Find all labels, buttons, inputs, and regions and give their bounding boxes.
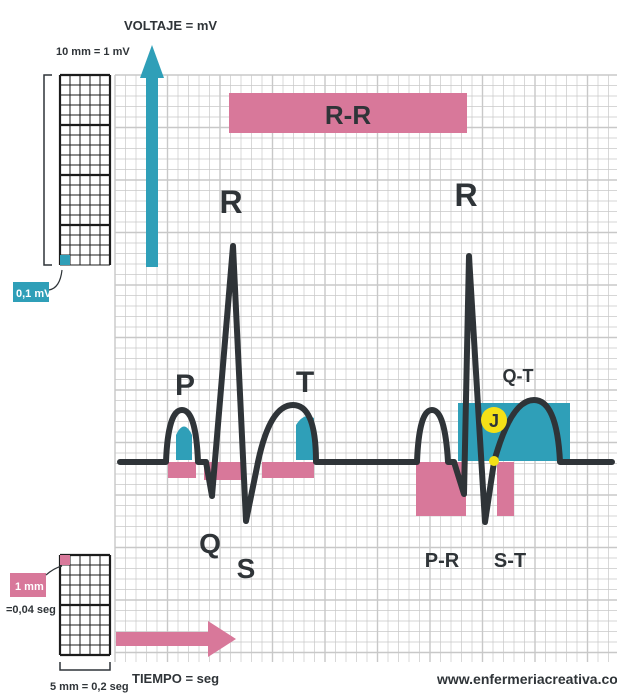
st-segment-1 [262,462,314,478]
q-wave-label: Q [199,528,221,559]
small-voltage-label-bg [13,282,49,302]
rr-interval-bar [229,93,467,133]
small-time-label-seg: =0,04 seg [6,604,56,616]
st-interval-label: S-T [494,550,526,572]
calibration-box-time [58,553,112,657]
highlight-cell-voltage [60,255,70,265]
st-interval-block [497,462,514,516]
r-wave-label-2: R [454,177,477,213]
j-point-dot [489,456,499,466]
t-wave-label: T [296,366,314,399]
website-credit: www.enfermeriacreativa.com [436,671,617,687]
small-voltage-label: 0,1 mV [16,288,52,300]
p-wave-label: P [175,369,195,402]
small-time-arrow [45,565,63,576]
voltage-axis-arrow [140,45,164,267]
top-box-label: 10 mm = 1 mV [56,46,130,58]
r-wave-label-1: R [219,184,242,220]
pr-segment-1 [168,462,196,478]
small-time-label-bg [10,573,46,597]
highlight-cell-time [60,555,70,565]
t-wave-fill [296,416,314,460]
time-axis-arrow [116,621,236,657]
j-point-label: J [489,411,499,431]
qt-interval-label: Q-T [503,366,534,386]
small-voltage-arrow [48,269,63,291]
j-point-marker [481,407,507,433]
calibration-box-voltage [58,73,112,266]
s-wave-label: S [237,553,256,584]
small-time-label-mm: 1 mm [15,581,44,593]
time-bracket [59,662,111,671]
pr-interval-label: P-R [425,550,460,572]
ecg-trace [117,243,615,525]
p-wave-fill [176,426,192,460]
bottom-box-label: 5 mm = 0,2 seg [50,681,129,693]
rr-interval-label: R-R [325,100,371,130]
voltage-bracket [43,74,52,266]
voltage-axis-label: VOLTAJE = mV [124,18,217,33]
time-axis-label: TIEMPO = seg [132,671,219,686]
